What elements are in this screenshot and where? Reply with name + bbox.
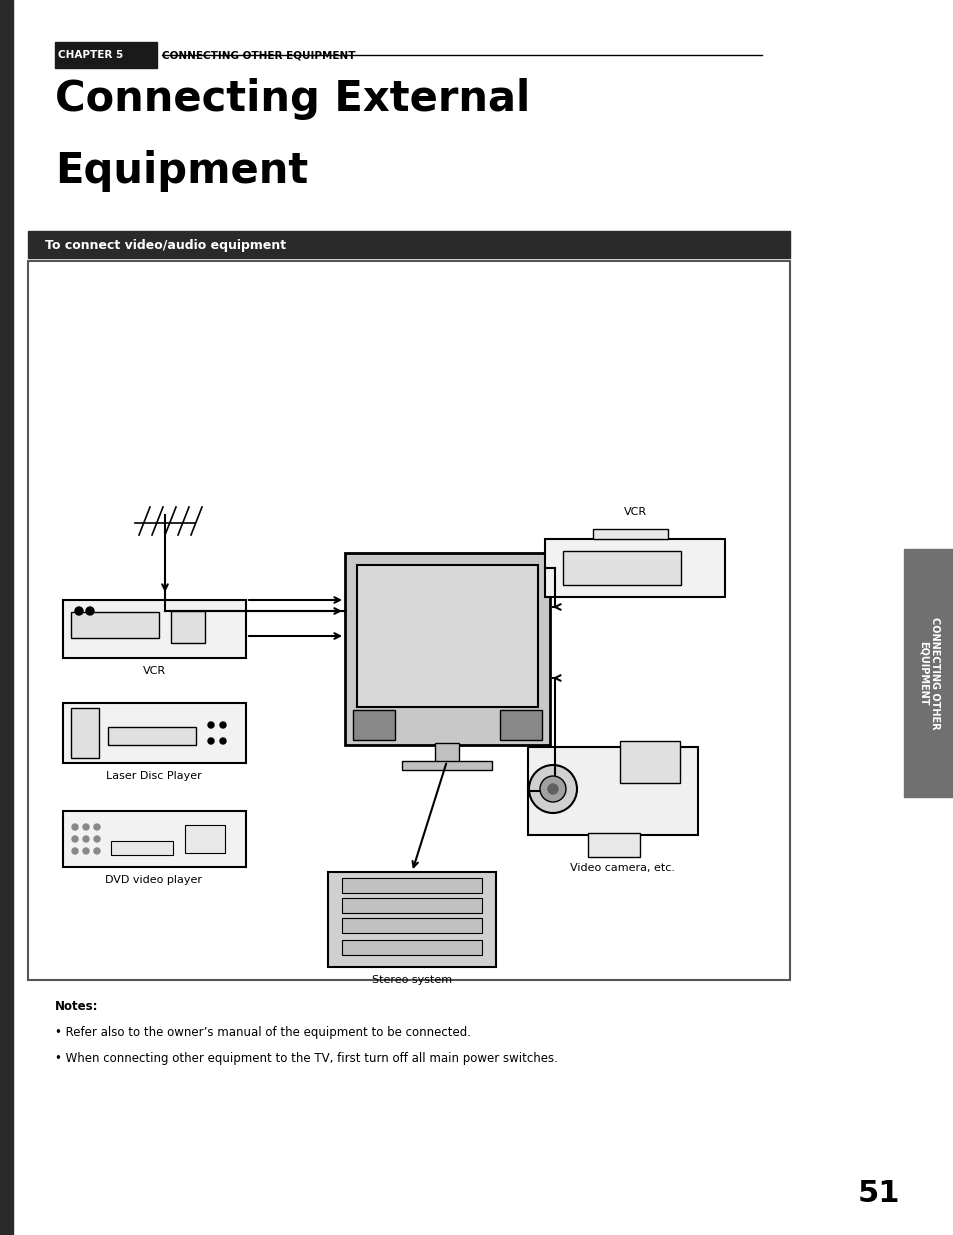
Text: • When connecting other equipment to the TV, first turn off all main power switc: • When connecting other equipment to the… (55, 1052, 558, 1065)
Circle shape (94, 824, 100, 830)
Bar (55, 42, 157, 68)
Text: To connect video/audio equipment: To connect video/audio equipment (45, 238, 286, 252)
Bar (593, 529, 667, 538)
Text: • Refer also to the owner’s manual of the equipment to be connected.: • Refer also to the owner’s manual of th… (55, 1026, 471, 1039)
Circle shape (220, 722, 226, 727)
Bar (0, 0, 13, 1235)
Text: 51: 51 (857, 1178, 899, 1208)
Bar (544, 538, 724, 597)
Bar (63, 703, 246, 763)
Circle shape (529, 764, 577, 813)
Circle shape (539, 776, 565, 802)
Bar (619, 741, 679, 783)
Bar (108, 727, 195, 745)
Text: Video camera, etc.: Video camera, etc. (570, 863, 675, 873)
Circle shape (208, 722, 213, 727)
Bar (328, 872, 496, 967)
Circle shape (94, 836, 100, 842)
Circle shape (83, 824, 89, 830)
Bar (341, 940, 481, 955)
Circle shape (220, 739, 226, 743)
Bar (587, 832, 639, 857)
Circle shape (71, 848, 78, 853)
Bar (341, 898, 481, 913)
Bar (171, 611, 205, 643)
Bar (28, 261, 789, 981)
Bar (185, 825, 225, 853)
Bar (353, 710, 395, 740)
Text: CONNECTING OTHER EQUIPMENT: CONNECTING OTHER EQUIPMENT (162, 49, 355, 61)
Text: Laser Disc Player: Laser Disc Player (106, 771, 202, 781)
Circle shape (83, 848, 89, 853)
Circle shape (83, 836, 89, 842)
Bar (345, 553, 550, 745)
Bar (63, 811, 246, 867)
Text: Notes:: Notes: (55, 1000, 98, 1013)
Bar (499, 710, 541, 740)
Bar (435, 743, 458, 763)
Circle shape (75, 606, 83, 615)
Text: VCR: VCR (142, 666, 166, 676)
Bar (527, 747, 698, 835)
Bar (341, 878, 481, 893)
Text: VCR: VCR (622, 508, 646, 517)
Bar (63, 600, 246, 658)
Circle shape (547, 784, 558, 794)
Bar (111, 841, 172, 855)
Circle shape (208, 739, 213, 743)
Text: DVD video player: DVD video player (106, 876, 202, 885)
Text: CONNECTING OTHER
EQUIPMENT: CONNECTING OTHER EQUIPMENT (917, 616, 939, 730)
Bar (28, 231, 789, 258)
Bar (71, 708, 99, 758)
Bar (401, 761, 492, 769)
Bar (562, 551, 680, 585)
Circle shape (71, 824, 78, 830)
Bar (341, 918, 481, 932)
Circle shape (86, 606, 94, 615)
Circle shape (71, 836, 78, 842)
Text: Connecting External: Connecting External (55, 78, 530, 120)
Bar (71, 613, 159, 638)
Text: Equipment: Equipment (55, 149, 308, 191)
Text: CHAPTER 5: CHAPTER 5 (58, 49, 123, 61)
Bar (356, 564, 537, 706)
Bar (903, 550, 953, 797)
Circle shape (94, 848, 100, 853)
Text: Stereo system: Stereo system (372, 974, 452, 986)
